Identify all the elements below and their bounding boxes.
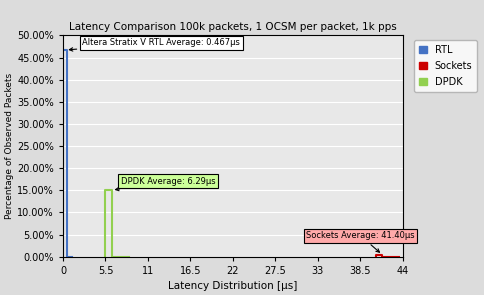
X-axis label: Latency Distribution [µs]: Latency Distribution [µs] [168, 281, 297, 291]
Text: Sockets Average: 41.40µs: Sockets Average: 41.40µs [305, 231, 414, 252]
RTL [63, 48, 69, 52]
DPDK [102, 255, 108, 258]
Line: DPDK: DPDK [105, 190, 128, 257]
DPDK [102, 189, 108, 192]
Sockets [379, 255, 385, 258]
Legend: RTL, Sockets, DPDK: RTL, Sockets, DPDK [413, 40, 476, 92]
DPDK [108, 189, 114, 192]
Sockets [395, 255, 401, 258]
RTL [60, 48, 66, 52]
Text: Altera Stratix V RTL Average: 0.467µs: Altera Stratix V RTL Average: 0.467µs [69, 38, 240, 51]
DPDK [108, 255, 114, 258]
Text: DPDK Average: 6.29µs: DPDK Average: 6.29µs [115, 177, 215, 191]
Sockets [372, 253, 378, 257]
Title: Latency Comparison 100k packets, 1 OCSM per packet, 1k pps: Latency Comparison 100k packets, 1 OCSM … [69, 22, 396, 32]
RTL [63, 255, 69, 258]
Line: Sockets: Sockets [375, 255, 398, 257]
Sockets [379, 253, 385, 257]
DPDK [125, 255, 131, 258]
Y-axis label: Percentage of Observed Packets: Percentage of Observed Packets [5, 73, 15, 219]
RTL [69, 255, 75, 258]
RTL [60, 255, 66, 258]
Line: RTL: RTL [63, 50, 72, 257]
Sockets [372, 255, 378, 258]
